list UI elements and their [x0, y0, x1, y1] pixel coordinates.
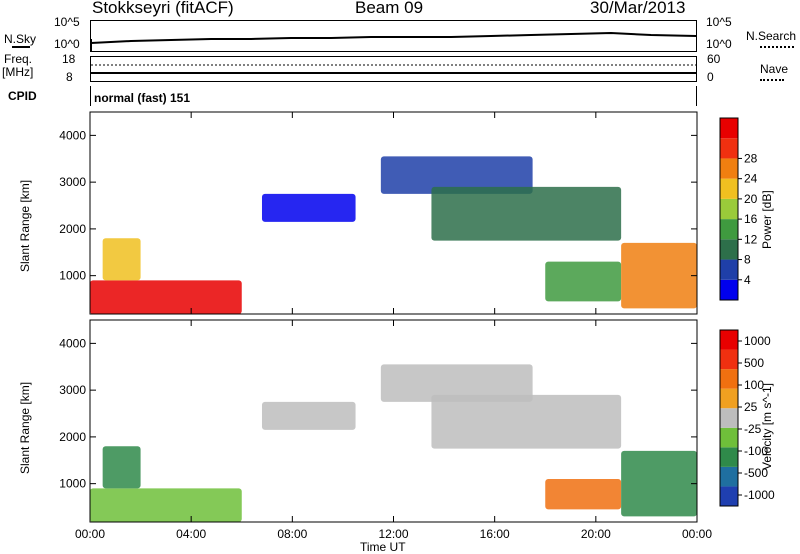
- nave-label: Nave: [760, 62, 789, 76]
- velocity-xtick-label: 00:00: [682, 527, 712, 541]
- nsearch-label: N.Search: [746, 29, 797, 43]
- velocity-xtick-label: 08:00: [277, 527, 307, 541]
- freq-unit-label: [MHz]: [2, 65, 34, 79]
- data-region-power-0: [90, 280, 242, 314]
- velocity-ytick-label: 1000: [59, 477, 86, 491]
- power-colorbar-label: Power [dB]: [760, 190, 774, 249]
- data-region-power-5: [545, 261, 622, 302]
- power-colorbar-segment: [720, 279, 738, 300]
- cpid-value: normal (fast) 151: [94, 91, 191, 105]
- velocity-colorbar-label: Velocity [m s^-1]: [760, 383, 774, 470]
- velocity-colorbar-tick-label: 25: [744, 400, 758, 414]
- data-region-power-2: [261, 193, 356, 222]
- velocity-colorbar-tick-label: 500: [744, 356, 764, 370]
- nave-legend-line: [760, 79, 784, 81]
- data-region-velocity-4: [431, 394, 622, 449]
- power-colorbar-segment: [720, 198, 738, 220]
- cpid-panel: [90, 86, 697, 106]
- nave-tick-top: 60: [707, 52, 721, 66]
- velocity-colorbar-segment: [720, 427, 738, 448]
- power-colorbar-tick-label: 12: [744, 232, 758, 246]
- power-colorbar-segment: [720, 118, 738, 139]
- noise-trace: [90, 31, 697, 51]
- power-colorbar-segment: [720, 158, 738, 179]
- velocity-xtick-label: 00:00: [75, 527, 105, 541]
- date-title: 30/Mar/2013: [590, 0, 686, 17]
- power-colorbar-tick-label: 28: [744, 151, 758, 165]
- velocity-colorbar-segment: [720, 408, 738, 428]
- velocity-colorbar-segment: [720, 486, 738, 506]
- freq-label: Freq.: [4, 52, 33, 66]
- velocity-colorbar-segment: [720, 388, 738, 409]
- time-axis-label: Time UT: [360, 540, 406, 554]
- velocity-ylabel: Slant Range [km]: [18, 381, 32, 474]
- cpid-label: CPID: [8, 89, 37, 103]
- velocity-colorbar-segment: [720, 330, 738, 350]
- velocity-colorbar-tick-label: 1000: [744, 334, 771, 348]
- freq-trace: [91, 64, 696, 74]
- power-colorbar-segment: [720, 138, 738, 159]
- velocity-colorbar-frame: [719, 329, 739, 507]
- data-region-velocity-6: [621, 450, 697, 517]
- data-region-velocity-5: [545, 478, 622, 510]
- velocity-colorbar-segment: [720, 369, 738, 389]
- velocity-colorbar-segment: [720, 349, 738, 370]
- nave-tick-bottom: 0: [707, 70, 714, 84]
- beam-title: Beam 09: [355, 0, 424, 17]
- power-ytick-label: 3000: [59, 175, 86, 189]
- velocity-colorbar-segment: [720, 447, 738, 467]
- power-colorbar-segment: [720, 178, 738, 199]
- freq-tick-top: 18: [62, 52, 76, 66]
- noise-tick-bottom-right: 10^0: [706, 37, 732, 51]
- power-colorbar-tick-label: 4: [744, 273, 751, 287]
- station-title: Stokkseyri (fitACF): [92, 0, 234, 17]
- power-colorbar-tick-label: 20: [744, 192, 758, 206]
- velocity-chart: 1000 2000 3000 4000 00:00 04:00 08:00 12:00 16:0…: [59, 319, 775, 541]
- data-region-power-4: [431, 186, 622, 241]
- freq-panel: [90, 56, 697, 82]
- freq-tick-bottom: 8: [66, 70, 73, 84]
- power-ytick-label: 2000: [59, 222, 86, 236]
- velocity-ytick-label: 3000: [59, 383, 86, 397]
- velocity-colorbar-tick-label: 100: [744, 378, 764, 392]
- velocity-colorbar-segment: [720, 466, 738, 487]
- power-colorbar-tick-label: 8: [744, 253, 751, 267]
- power-ytick-label: 4000: [59, 128, 86, 142]
- nsky-legend-line: [12, 46, 30, 48]
- nsky-label: N.Sky: [4, 32, 37, 46]
- velocity-xtick-label: 20:00: [581, 527, 611, 541]
- power-chart: 1000 2000 3000 4000 4 8 12 16 20 24 28: [59, 111, 758, 315]
- power-ytick-label: 1000: [59, 269, 86, 283]
- data-region-velocity-1: [102, 446, 141, 489]
- velocity-colorbar-tick-label: -500: [744, 466, 768, 480]
- power-ylabel: Slant Range [km]: [18, 179, 32, 272]
- velocity-ytick-label: 4000: [59, 336, 86, 350]
- power-colorbar-segment: [720, 239, 738, 260]
- noise-tick-bottom-left: 10^0: [54, 37, 80, 51]
- velocity-colorbar-tick-label: -100: [744, 444, 768, 458]
- nsearch-legend-line: [760, 46, 794, 48]
- velocity-xtick-label: 04:00: [176, 527, 206, 541]
- data-region-power-1: [102, 238, 141, 281]
- data-region-power-6: [621, 242, 697, 309]
- noise-tick-top-left: 10^5: [54, 15, 80, 29]
- velocity-ytick-label: 2000: [59, 430, 86, 444]
- data-region-velocity-0: [90, 488, 242, 522]
- velocity-xtick-label: 16:00: [480, 527, 510, 541]
- velocity-xtick-label: 12:00: [378, 527, 408, 541]
- data-region-velocity-3: [380, 364, 533, 402]
- data-region-power-3: [380, 156, 533, 194]
- noise-tick-top-right: 10^5: [706, 15, 732, 29]
- power-colorbar-segment: [720, 219, 738, 240]
- power-colorbar-frame: [719, 117, 739, 301]
- power-colorbar-tick-label: 16: [744, 212, 758, 226]
- power-colorbar-tick-label: 24: [744, 172, 758, 186]
- noise-panel: [90, 20, 697, 52]
- velocity-colorbar-tick-label: -1000: [744, 488, 775, 502]
- velocity-colorbar-tick-label: -25: [744, 422, 762, 436]
- power-colorbar-segment: [720, 259, 738, 280]
- data-region-velocity-2: [261, 401, 356, 430]
